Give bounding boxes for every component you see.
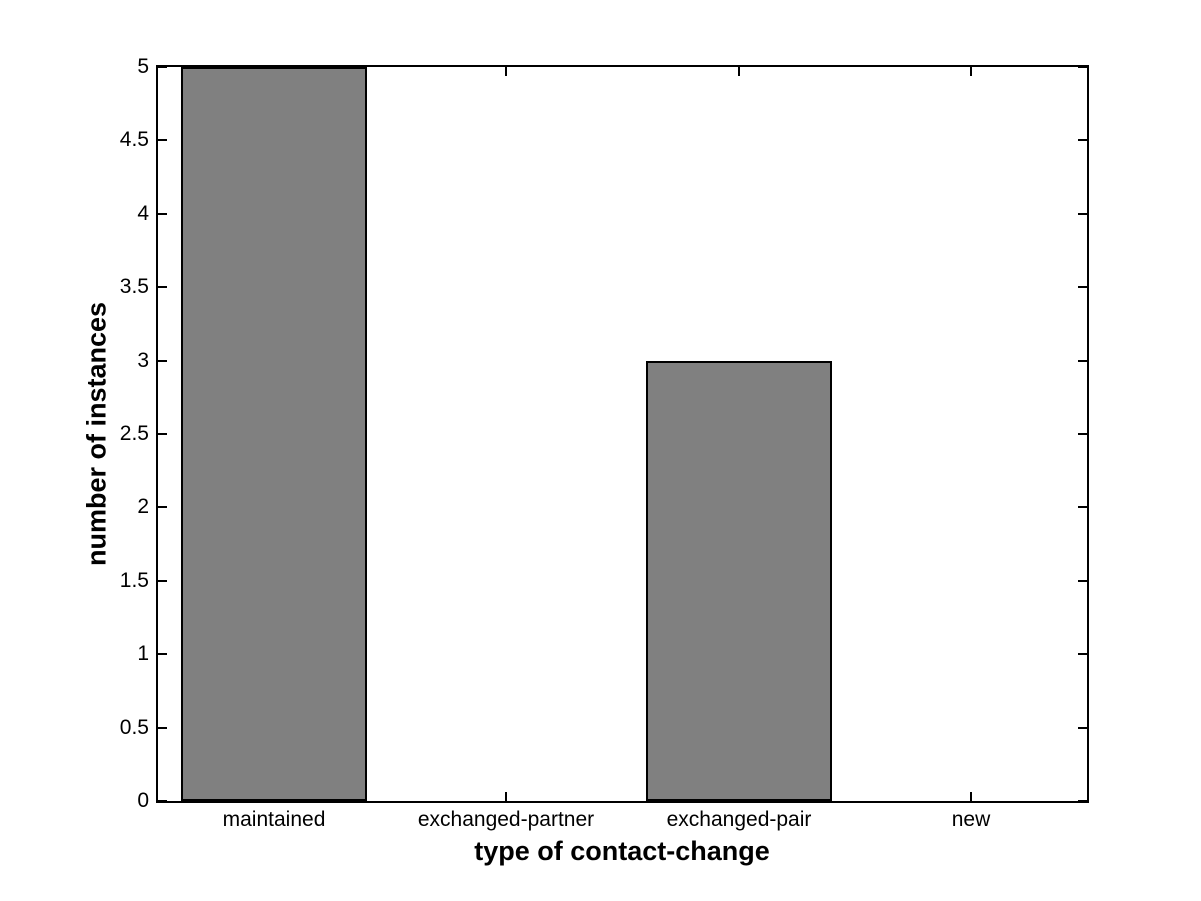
bar-exchanged-pair: [646, 361, 832, 801]
y-axis-tick-right: [1078, 727, 1087, 729]
y-tick-label: 0.5: [119, 715, 149, 739]
y-tick-label: 0: [137, 789, 149, 812]
x-tick-label-new: new: [951, 808, 991, 831]
x-tick-label-exchanged-partner: exchanged-partner: [417, 808, 595, 831]
x-tick-label-exchanged-pair: exchanged-pair: [666, 808, 812, 831]
y-axis-tick-left: [158, 139, 167, 141]
y-axis-tick-left: [158, 506, 167, 508]
y-axis-tick-right: [1078, 433, 1087, 435]
y-tick-label: 3.5: [119, 275, 149, 299]
y-axis-tick-right: [1078, 286, 1087, 288]
y-axis-tick-right: [1078, 506, 1087, 508]
y-axis-tick-left: [158, 286, 167, 288]
y-axis-tick-left: [158, 433, 167, 435]
x-axis-tick-bottom: [505, 792, 507, 801]
y-tick-label: 3: [137, 348, 149, 372]
y-axis-tick-left: [158, 360, 167, 362]
x-axis-label: type of contact-change: [474, 836, 770, 866]
y-axis-tick-right: [1078, 580, 1087, 582]
x-axis-tick-top: [970, 67, 972, 76]
y-tick-label: 4.5: [119, 128, 149, 152]
plot-area: [156, 65, 1089, 803]
y-tick-label: 4: [137, 201, 149, 225]
x-tick-label-maintained: maintained: [222, 808, 326, 831]
y-axis-tick-right: [1078, 213, 1087, 215]
y-tick-label: 1.5: [119, 568, 149, 592]
y-tick-label: 2.5: [119, 422, 149, 445]
bar-maintained: [181, 67, 367, 801]
y-axis-tick-right: [1078, 139, 1087, 141]
y-axis-tick-left: [158, 800, 167, 802]
y-axis-tick-left: [158, 653, 167, 655]
y-tick-label: 2: [137, 495, 149, 519]
y-tick-label: 1: [137, 642, 149, 666]
x-axis-tick-bottom: [970, 792, 972, 801]
y-axis-tick-right: [1078, 800, 1087, 802]
y-axis-tick-left: [158, 213, 167, 215]
y-axis-tick-left: [158, 727, 167, 729]
y-axis-tick-right: [1078, 360, 1087, 362]
x-axis-tick-top: [738, 67, 740, 76]
y-axis-tick-right: [1078, 653, 1087, 655]
y-tick-label: 5: [137, 55, 149, 78]
x-axis-tick-top: [505, 67, 507, 76]
y-axis-tick-right: [1078, 66, 1087, 68]
y-axis-tick-left: [158, 580, 167, 582]
y-axis-tick-left: [158, 66, 167, 68]
